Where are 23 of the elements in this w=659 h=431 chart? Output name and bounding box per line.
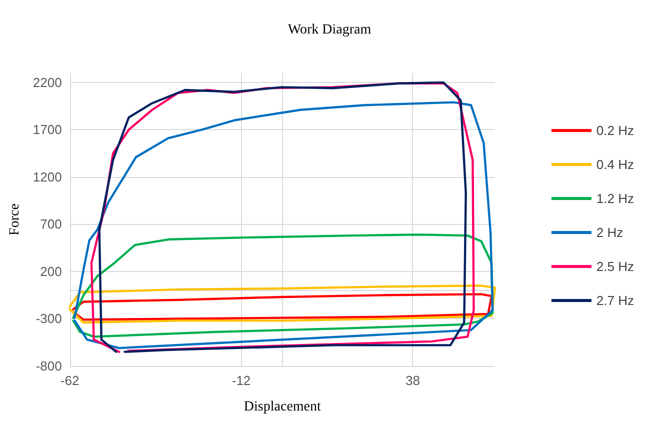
- line-series: [74, 101, 494, 350]
- y-tick-label: 700: [40, 216, 62, 232]
- line-series: [68, 284, 496, 324]
- chart-title: Work Diagram: [288, 22, 372, 38]
- x-tick-label: 38: [405, 373, 420, 388]
- y-tick-label: -800: [36, 358, 62, 374]
- x-tick-label: -62: [60, 373, 80, 388]
- legend-label: 2.7 Hz: [596, 293, 634, 308]
- legend-label: 2 Hz: [596, 225, 624, 240]
- legend-label: 2.5 Hz: [596, 259, 634, 274]
- line-series: [72, 234, 494, 338]
- y-axis-title: Force: [8, 204, 22, 236]
- line-series: [72, 293, 493, 321]
- y-tick-label: 2200: [32, 74, 62, 90]
- x-tick-label: -12: [232, 373, 251, 388]
- y-tick-label: 1700: [32, 122, 62, 138]
- y-tick-label: -300: [36, 311, 62, 326]
- legend-label: 0.4 Hz: [596, 157, 634, 172]
- y-tick-label: 1200: [32, 169, 62, 184]
- x-axis-title: Displacement: [244, 400, 321, 414]
- legend-label: 0.2 Hz: [596, 123, 634, 138]
- legend-label: 1.2 Hz: [596, 191, 634, 206]
- y-tick-label: 200: [40, 264, 62, 279]
